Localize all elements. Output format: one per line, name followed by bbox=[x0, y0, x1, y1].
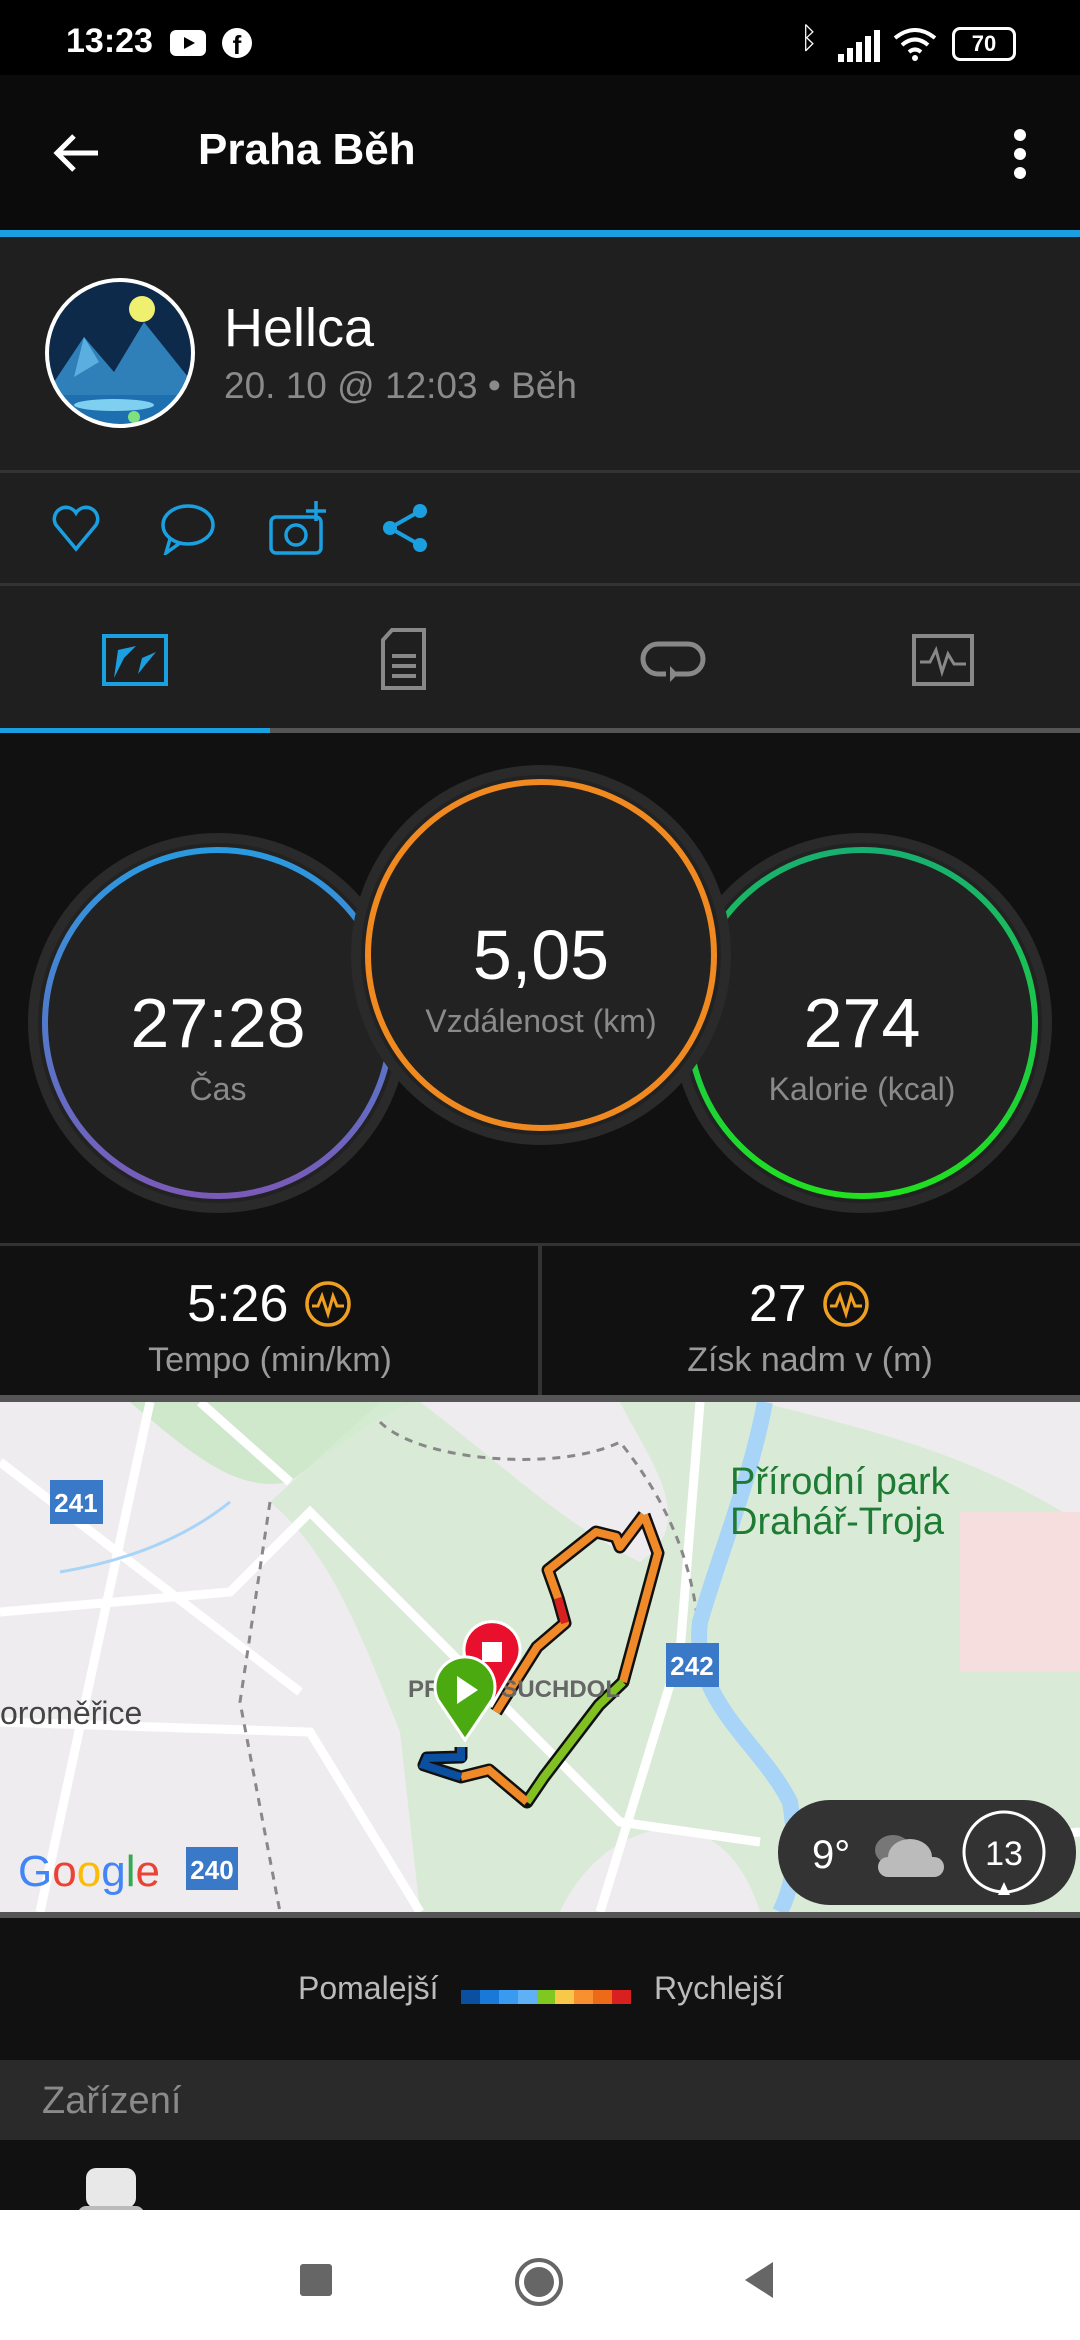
activity-wave-icon bbox=[823, 1281, 869, 1327]
battery-level: 70 bbox=[971, 31, 997, 56]
device-section-title: Zařízení bbox=[42, 2080, 182, 2122]
legend-swatch bbox=[593, 1990, 613, 2004]
time-label: Čas bbox=[189, 1071, 247, 1107]
legend-slower: Pomalejší bbox=[298, 1970, 439, 2006]
action-bar bbox=[0, 473, 1080, 583]
tab-charts[interactable] bbox=[912, 634, 974, 686]
time-circle: 27:28 Čas bbox=[38, 843, 398, 1203]
back-button[interactable] bbox=[745, 2262, 773, 2298]
avatar[interactable] bbox=[44, 277, 196, 429]
stats-row: 5:26 Tempo (min/km) 27 Získ nadm v (m) bbox=[0, 1243, 1080, 1395]
divider bbox=[538, 1246, 542, 1395]
weather-temp: 9° bbox=[812, 1833, 850, 1877]
clock: 13:23 bbox=[66, 22, 153, 60]
user-name[interactable]: Hellca bbox=[224, 298, 375, 358]
activity-wave-icon bbox=[305, 1281, 351, 1327]
pace-value: 5:26 bbox=[0, 1274, 540, 1334]
road-badge-241: 241 bbox=[50, 1480, 103, 1524]
activity-meta: 20. 10 @ 12:03 • Běh bbox=[224, 365, 577, 406]
tab-laps[interactable] bbox=[640, 636, 706, 682]
activity-owner: Hellca 20. 10 @ 12:03 • Běh bbox=[0, 237, 1080, 470]
park-label: Přírodní park bbox=[730, 1461, 951, 1503]
svg-text:240: 240 bbox=[190, 1855, 233, 1885]
device-section-header: Zařízení bbox=[0, 2060, 1080, 2140]
legend-swatch bbox=[574, 1990, 594, 2004]
calories-circle: 274 Kalorie (kcal) bbox=[682, 843, 1042, 1203]
summary-circles: 27:28 Čas 274 Kalorie (kcal) 5,05 Vzdále… bbox=[0, 733, 1080, 1243]
legend-swatch bbox=[612, 1990, 632, 2004]
calories-label: Kalorie (kcal) bbox=[768, 1071, 956, 1107]
youtube-icon bbox=[170, 30, 206, 56]
pace-stat[interactable]: 5:26 Tempo (min/km) bbox=[0, 1246, 540, 1395]
cloud-icon bbox=[875, 1835, 944, 1877]
pace-legend: Pomalejší Rychlejší bbox=[0, 1918, 1080, 2060]
facebook-icon: f bbox=[222, 28, 252, 60]
weather-widget[interactable]: 9° 13 bbox=[778, 1800, 1076, 1905]
tab-overview[interactable] bbox=[102, 634, 168, 686]
distance-circle: 5,05 Vzdálenost (km) bbox=[361, 775, 721, 1135]
system-nav-bar bbox=[0, 2210, 1080, 2340]
accent-bar bbox=[0, 230, 1080, 237]
road-badge-242: 242 bbox=[666, 1643, 719, 1687]
arrow-left-icon[interactable] bbox=[52, 128, 102, 178]
route-map[interactable]: 241 242 240 Přírodní park Drahář-Troja P… bbox=[0, 1395, 1080, 1918]
map-canvas[interactable]: 241 242 240 Přírodní park Drahář-Troja P… bbox=[0, 1402, 1080, 1912]
distance-label: Vzdálenost (km) bbox=[425, 1003, 657, 1039]
start-marker[interactable] bbox=[433, 1655, 497, 1743]
legend-swatch bbox=[536, 1990, 556, 2004]
finish-marker[interactable] bbox=[462, 1620, 522, 1708]
tab-details[interactable] bbox=[380, 628, 428, 690]
tab-bar bbox=[0, 586, 1080, 733]
add-photo-icon[interactable] bbox=[268, 499, 330, 557]
recents-button[interactable] bbox=[300, 2264, 332, 2296]
app-bar: Praha Běh bbox=[0, 75, 1080, 230]
calories-value: 274 bbox=[803, 984, 921, 1062]
watch-image bbox=[79, 2168, 143, 2210]
elevation-label: Získ nadm v (m) bbox=[687, 1341, 933, 1379]
tab-indicator bbox=[0, 728, 270, 733]
comment-icon[interactable] bbox=[158, 503, 216, 555]
park-label: Drahář-Troja bbox=[730, 1501, 945, 1543]
bluetooth-icon: ᛒ bbox=[800, 22, 818, 55]
wind-speed: 13 bbox=[985, 1835, 1023, 1873]
svg-text:241: 241 bbox=[54, 1488, 97, 1518]
share-icon[interactable] bbox=[382, 503, 430, 553]
distance-ring bbox=[365, 779, 717, 1131]
home-button[interactable] bbox=[515, 2258, 563, 2306]
status-bar: 13:23 f ᛒ 70 bbox=[0, 0, 1080, 75]
town-label: oroměřice bbox=[0, 1695, 142, 1731]
divider bbox=[0, 470, 1080, 473]
signal-icon bbox=[838, 30, 880, 62]
legend-faster: Rychlejší bbox=[654, 1970, 784, 2006]
legend-swatch bbox=[479, 1990, 499, 2004]
distance-value: 5,05 bbox=[472, 916, 610, 994]
page-title: Praha Běh bbox=[198, 125, 416, 174]
legend-swatch bbox=[461, 1990, 480, 2004]
legend-swatch bbox=[555, 1990, 575, 2004]
svg-text:242: 242 bbox=[670, 1651, 713, 1681]
battery-icon: 70 bbox=[952, 27, 1016, 61]
device-row[interactable] bbox=[0, 2140, 1080, 2210]
google-logo: Google bbox=[18, 1847, 160, 1896]
road-badge-240: 240 bbox=[186, 1847, 238, 1890]
legend-swatch bbox=[498, 1990, 518, 2004]
more-vert-icon[interactable] bbox=[1005, 125, 1035, 185]
elevation-value: 27 bbox=[540, 1274, 1080, 1334]
legend-swatch bbox=[517, 1990, 537, 2004]
tab-track bbox=[0, 728, 1080, 733]
pace-label: Tempo (min/km) bbox=[148, 1341, 392, 1379]
legend-color-bar bbox=[461, 1990, 632, 2004]
wifi-icon bbox=[893, 28, 937, 61]
elevation-stat[interactable]: 27 Získ nadm v (m) bbox=[540, 1246, 1080, 1395]
divider bbox=[0, 583, 1080, 586]
heart-icon[interactable] bbox=[50, 503, 102, 553]
time-value: 27:28 bbox=[130, 984, 306, 1062]
